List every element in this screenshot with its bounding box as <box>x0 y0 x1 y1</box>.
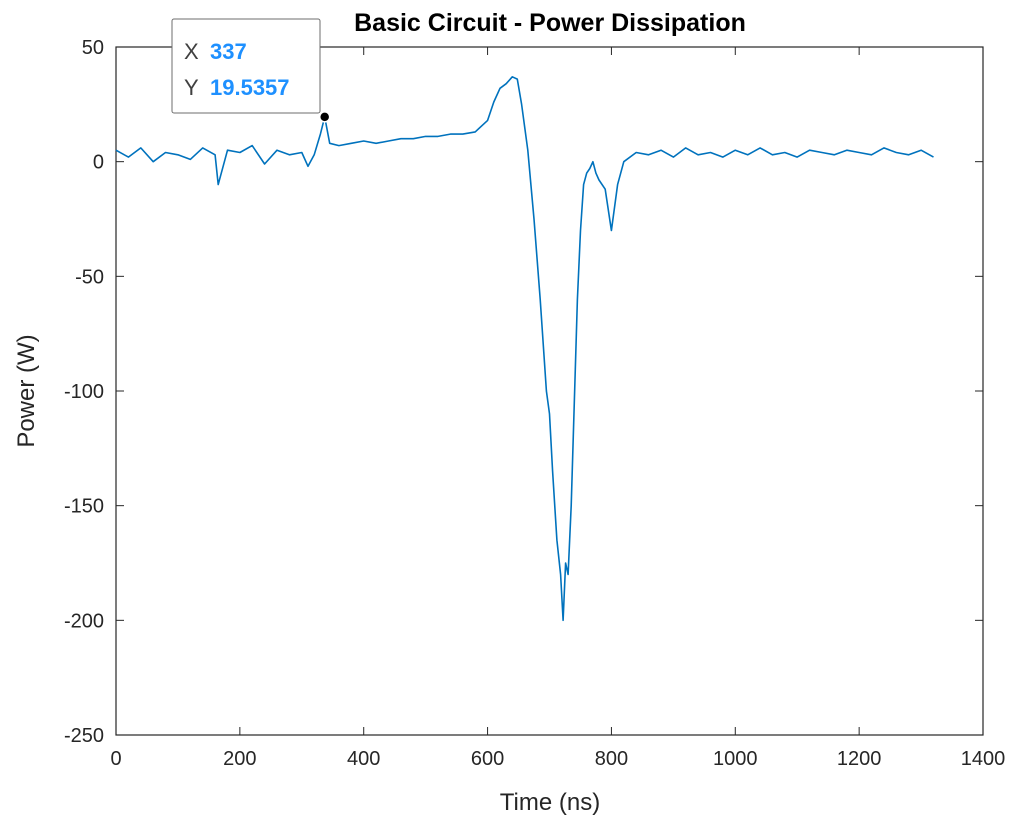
datatip-box <box>171 18 321 114</box>
datatip-y-value: 19.5357 <box>210 75 290 100</box>
y-tick-label: 0 <box>93 152 104 174</box>
x-tick-label: 200 <box>223 748 256 770</box>
y-tick-label: -200 <box>64 610 104 632</box>
datatip[interactable]: X 337 Y 19.5357 <box>171 18 321 114</box>
axes-box <box>115 46 984 736</box>
datatip-y-key: Y <box>184 75 199 100</box>
y-tick-label: 50 <box>82 37 104 59</box>
x-tick-label: 1400 <box>961 748 1006 770</box>
y-tick-label: -50 <box>75 266 104 288</box>
power-series-line <box>115 76 934 622</box>
y-axis-label: Power (W) <box>13 334 40 447</box>
plot-area <box>115 76 934 622</box>
datatip-x-value: 337 <box>210 39 247 64</box>
x-tick-label: 0 <box>110 748 121 770</box>
x-tick-label: 400 <box>347 748 380 770</box>
x-tick-label: 800 <box>595 748 628 770</box>
x-tick-label: 1200 <box>837 748 882 770</box>
datatip-marker[interactable] <box>318 111 331 123</box>
y-tick-label: -150 <box>64 496 104 518</box>
datatip-x-key: X <box>184 39 199 64</box>
x-tick-label: 600 <box>471 748 504 770</box>
y-tick-label: -100 <box>64 381 104 403</box>
x-tick-label: 1000 <box>713 748 758 770</box>
x-axis-label: Time (ns) <box>500 789 600 816</box>
y-tick-label: -250 <box>64 725 104 747</box>
chart-title: Basic Circuit - Power Dissipation <box>354 9 746 37</box>
axis-tick-labels: 0 200 400 600 800 1000 1200 1400 50 0 -50 -100 -150 -… <box>64 37 1005 770</box>
axis-ticks <box>115 46 984 736</box>
